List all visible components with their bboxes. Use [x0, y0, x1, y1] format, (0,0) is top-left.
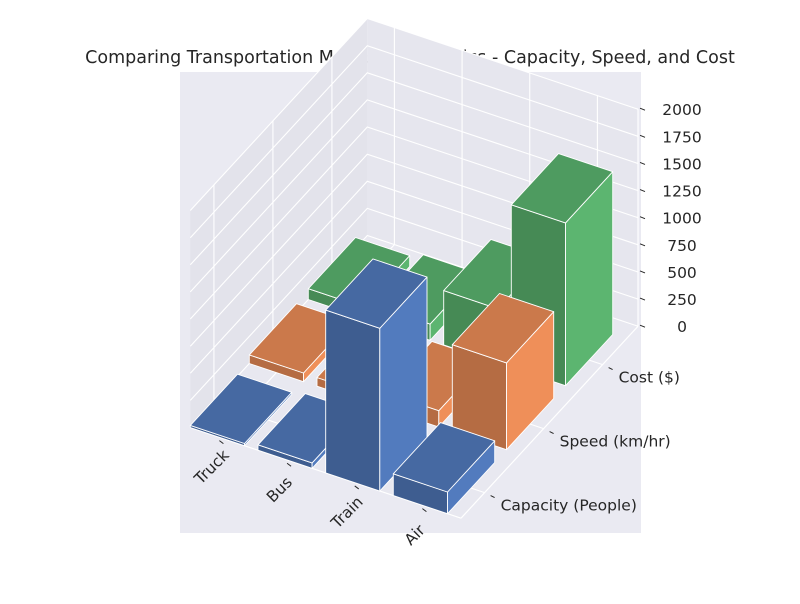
bar-top-face	[451, 293, 555, 364]
bar-top-face	[392, 422, 496, 493]
y-tick-label: Speed (km/hr)	[560, 433, 671, 451]
z-tick-label: 1500	[662, 155, 701, 173]
y-tick-label: Cost ($)	[619, 369, 680, 387]
bars	[189, 153, 614, 515]
y-tick-label: Capacity (People)	[501, 497, 637, 515]
z-tick-label: 1000	[662, 210, 701, 228]
z-tick	[639, 243, 646, 247]
z-tick-label: 750	[667, 237, 697, 255]
x-tick	[219, 440, 224, 445]
bar-capacity-people-air	[392, 422, 496, 515]
y-tick	[608, 367, 613, 371]
z-tick-label: 2000	[662, 101, 701, 119]
y-tick	[549, 431, 554, 435]
z-tick	[639, 270, 646, 274]
z-tick-label: 250	[667, 291, 697, 309]
z-gridline	[189, 99, 639, 293]
x-tick	[422, 508, 427, 513]
y-tick	[490, 495, 495, 499]
z-tick	[639, 107, 646, 111]
z-tick	[639, 161, 646, 165]
bar-capacity-people-truck	[189, 373, 293, 447]
z-tick	[639, 324, 646, 328]
z-tick	[639, 134, 646, 138]
bar-front-face	[325, 309, 381, 492]
y-axis-line	[460, 325, 639, 519]
z-gridline	[189, 72, 639, 266]
z-tick	[639, 189, 646, 193]
x-tick	[354, 485, 360, 490]
bar-top-face	[189, 373, 293, 444]
z-gridline	[189, 17, 639, 211]
z-tick-label: 1250	[662, 183, 701, 201]
z-tick-label: 0	[677, 318, 687, 336]
bar-top-face	[325, 258, 428, 329]
z-tick	[639, 216, 646, 220]
bar-top-face	[510, 153, 614, 224]
bar-speed-km-hr-air	[451, 293, 555, 451]
z-tick	[639, 297, 646, 301]
z-gridline	[189, 45, 639, 239]
z-tick-label: 500	[667, 264, 697, 282]
z-tick-label: 1750	[662, 128, 701, 146]
bar-capacity-people-train	[325, 258, 428, 492]
x-tick	[286, 462, 292, 467]
